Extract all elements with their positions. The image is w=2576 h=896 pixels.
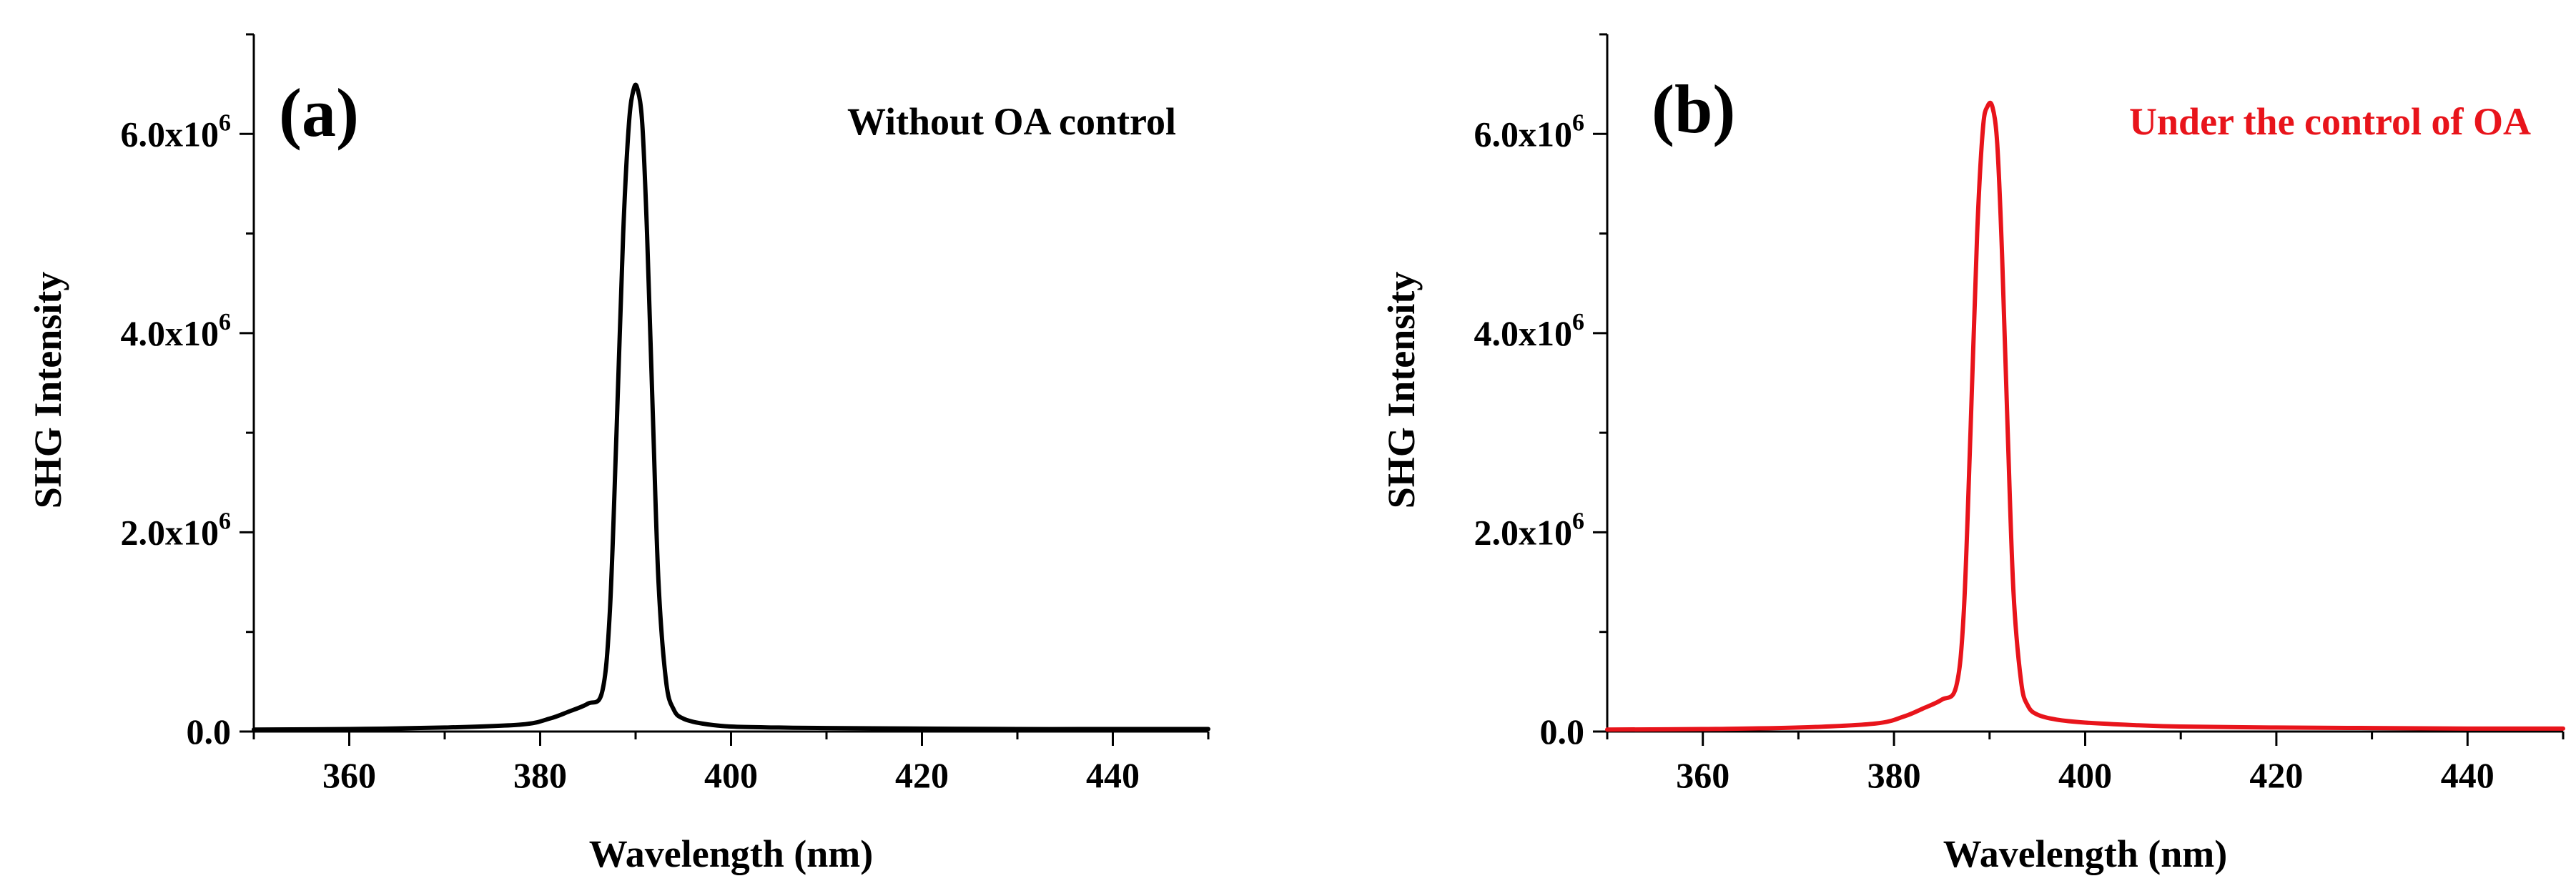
x-tick-label: 380 [513,755,567,795]
panel-label: (a) [279,74,359,151]
x-tick-label: 420 [2249,755,2303,795]
x-tick-label: 380 [1867,755,1921,795]
x-axis-title: Wavelength (nm) [1943,832,2228,875]
x-tick-label: 440 [2441,755,2494,795]
series-line [252,82,1210,732]
panel-label: (b) [1652,71,1735,147]
x-tick-label: 420 [895,755,949,795]
x-tick-label: 360 [1676,755,1729,795]
annotation: Under the control of OA [2129,100,2531,143]
x-tick-label: 360 [322,755,376,795]
y-tick-label: 2.0x106 [121,508,232,552]
y-axis-title: SHG Intensity [1380,272,1423,509]
y-tick-label: 6.0x106 [121,109,232,154]
y-axis-title: SHG Intensity [26,272,69,509]
x-tick-label: 440 [1086,755,1140,795]
panel-b: 360 380 400 420 440 0.0 2.0x106 4.0x106 6.0x106 W… [1380,33,2565,875]
y-tick-label: 6.0x106 [1474,109,1585,154]
y-tick-label: 0.0 [1540,712,1585,752]
x-tick-label: 400 [2058,755,2112,795]
x-tick-label: 400 [704,755,758,795]
panel-a: 360 380 400 420 440 0.0 2.0x106 4.0x106 6.0x106 W… [26,33,1210,875]
y-tick-label: 2.0x106 [1474,508,1585,552]
y-tick-label: 0.0 [187,712,232,752]
y-tick-label: 4.0x106 [121,309,232,353]
y-tick-label: 4.0x106 [1474,309,1585,353]
series-line [1605,100,2565,732]
annotation: Without OA control [847,100,1176,143]
x-axis-title: Wavelength (nm) [589,832,874,875]
